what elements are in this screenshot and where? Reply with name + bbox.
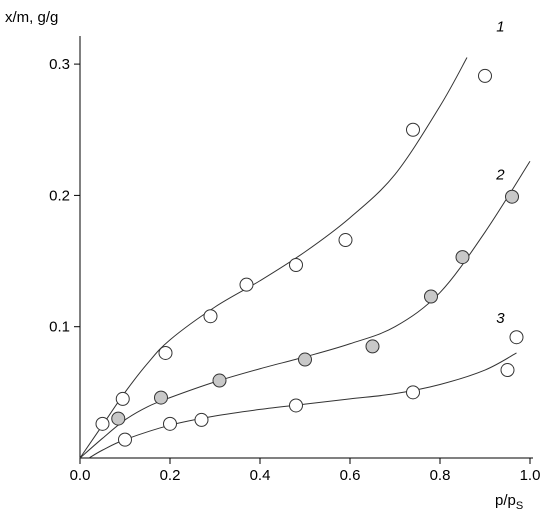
x-tick-label: 0.6 xyxy=(340,467,361,484)
series-3-point xyxy=(194,412,209,427)
series-2-point xyxy=(154,390,168,405)
x-tick-label: 0.8 xyxy=(430,467,451,484)
ticks xyxy=(74,63,531,464)
series-labels: 1 2 3 xyxy=(495,18,505,326)
series-1-point xyxy=(239,277,254,292)
tick-labels: 0.0 0.2 0.4 0.6 0.8 1.0 0.1 0.2 0.3 xyxy=(49,56,540,484)
series-2-point xyxy=(455,250,470,265)
series-1-label: 1 xyxy=(496,18,504,35)
series-2-point xyxy=(212,373,227,388)
x-axis-title-subscript: S xyxy=(516,500,523,512)
series-2-curve xyxy=(79,160,531,459)
series-2-point xyxy=(111,411,126,426)
x-tick-label: 1.0 xyxy=(520,467,541,484)
series-2-label: 2 xyxy=(495,167,505,184)
y-tick-label: 0.2 xyxy=(49,187,70,204)
series-2-point xyxy=(424,289,438,304)
y-tick-label: 0.3 xyxy=(49,56,70,73)
x-axis-title: p/pS xyxy=(495,492,523,512)
series-3-point xyxy=(500,363,515,378)
series-3-point xyxy=(118,432,132,447)
x-axis-title-main: p/p xyxy=(495,492,516,509)
series-3-point xyxy=(163,416,177,431)
y-tick-label: 0.1 xyxy=(49,319,70,336)
data-markers xyxy=(95,68,524,447)
series-2-point xyxy=(365,339,380,354)
y-axis-title: x/m, g/g xyxy=(5,9,58,26)
series-1-point xyxy=(289,257,303,272)
series-2-point xyxy=(298,352,312,367)
series-2-point xyxy=(505,189,519,204)
series-3-point xyxy=(509,330,524,345)
x-tick-label: 0.4 xyxy=(250,467,271,484)
series-3-label: 3 xyxy=(496,310,505,327)
series-3-point xyxy=(289,398,303,413)
series-1-point xyxy=(338,233,353,248)
series-1-point xyxy=(406,122,420,137)
x-tick-label: 0.2 xyxy=(160,467,181,484)
series-1-point xyxy=(158,345,173,360)
axes xyxy=(79,36,533,459)
series-1-point xyxy=(203,309,218,324)
series-3-point xyxy=(406,385,420,400)
x-tick-label: 0.0 xyxy=(70,467,91,484)
series-1-point xyxy=(115,391,130,406)
series-1-point xyxy=(478,68,492,83)
series-1-point xyxy=(95,416,110,431)
